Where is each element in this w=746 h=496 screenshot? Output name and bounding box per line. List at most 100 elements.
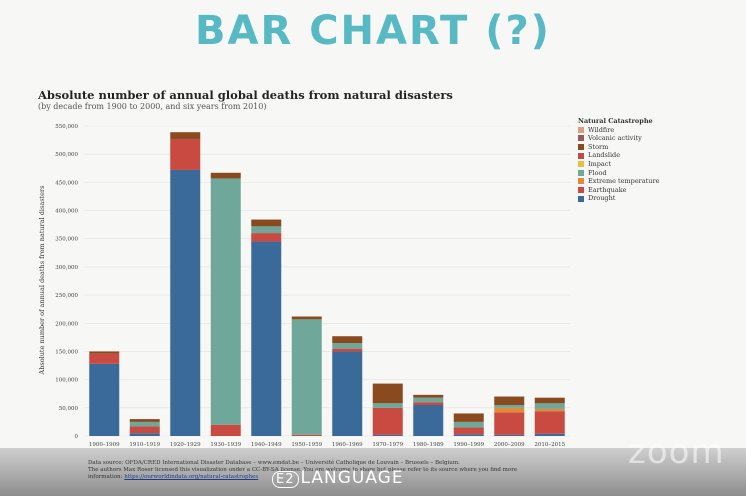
bar-segment bbox=[291, 316, 322, 320]
brand-logo: E2 LANGUAGE bbox=[272, 468, 404, 488]
bar-segment bbox=[170, 138, 201, 170]
bar-segment bbox=[332, 348, 363, 352]
y-tick-label: 0 bbox=[75, 434, 79, 440]
legend-swatch bbox=[578, 135, 584, 142]
bar-segment bbox=[372, 383, 403, 404]
legend-item: Landslide bbox=[578, 151, 659, 160]
chart-title: Absolute number of annual global deaths … bbox=[38, 88, 453, 102]
bar-segment bbox=[453, 421, 484, 428]
bar-segment bbox=[413, 402, 444, 405]
bar-segment bbox=[453, 427, 484, 435]
legend-label: Storm bbox=[588, 142, 609, 151]
bar-segment bbox=[251, 233, 282, 242]
legend-item: Impact bbox=[578, 160, 659, 169]
bar-segment bbox=[89, 351, 120, 354]
bar-segment bbox=[534, 411, 565, 434]
y-tick-label: 150,000 bbox=[55, 349, 78, 355]
x-tick-label: 1960–1969 bbox=[332, 442, 363, 448]
bar-segment bbox=[210, 178, 241, 425]
bar-segment bbox=[534, 403, 565, 409]
zoom-watermark: zoom bbox=[628, 432, 725, 472]
bar-segment bbox=[372, 434, 403, 436]
x-tick-label: 1940–1949 bbox=[251, 442, 282, 448]
x-tick-label: 2000–2009 bbox=[494, 442, 525, 448]
legend-item: Extreme temperature bbox=[578, 177, 659, 186]
x-tick-label: 1900–1909 bbox=[89, 442, 120, 448]
bar-segment bbox=[494, 396, 525, 405]
y-tick-label: 250,000 bbox=[55, 293, 78, 299]
legend-swatch bbox=[578, 126, 584, 133]
bar-segment bbox=[129, 426, 160, 434]
y-tick-label: 500,000 bbox=[55, 152, 78, 158]
bar-segment bbox=[129, 421, 160, 427]
legend-label: Earthquake bbox=[588, 185, 627, 194]
legend-label: Flood bbox=[588, 168, 607, 177]
footer-band bbox=[0, 448, 746, 496]
source-note: Data source: OFDA/CRED International Dis… bbox=[88, 460, 558, 481]
legend-swatch bbox=[578, 178, 584, 185]
legend-label: Extreme temperature bbox=[588, 177, 660, 186]
bar-segment bbox=[170, 169, 201, 437]
bar-segment bbox=[210, 172, 241, 179]
legend-swatch bbox=[578, 195, 584, 202]
source-text: Data source: OFDA/CRED International Dis… bbox=[88, 460, 460, 466]
legend-item: Earthquake bbox=[578, 186, 659, 195]
y-tick-label: 450,000 bbox=[55, 180, 78, 186]
bar-segment bbox=[170, 132, 201, 139]
bar-segment bbox=[372, 407, 403, 435]
slide-title: BAR CHART (?) bbox=[195, 8, 551, 54]
y-tick-label: 550,000 bbox=[55, 124, 78, 130]
legend-swatch bbox=[578, 169, 584, 176]
bar-segment bbox=[89, 363, 120, 436]
x-tick-label: 1970–1979 bbox=[372, 442, 403, 448]
bar-segment bbox=[210, 424, 241, 436]
y-tick-label: 50,000 bbox=[59, 406, 79, 412]
legend-label: Impact bbox=[588, 159, 612, 168]
legend-swatch bbox=[578, 161, 584, 168]
legend-label: Landslide bbox=[588, 151, 621, 160]
x-tick-label: 1930–1939 bbox=[210, 442, 241, 448]
y-tick-label: 400,000 bbox=[55, 209, 78, 215]
bar-segment bbox=[332, 351, 363, 436]
bar-segment bbox=[332, 343, 363, 349]
legend-swatch bbox=[578, 187, 584, 194]
legend-item: Wildfire bbox=[578, 126, 659, 135]
source-license: The authors Max Roser licensed this visu… bbox=[88, 467, 518, 473]
x-tick-label: 1950–1959 bbox=[291, 442, 322, 448]
bar-segment bbox=[89, 353, 120, 364]
bar-segment bbox=[413, 394, 444, 398]
source-link[interactable]: https://ourworldindata.org/natural-catas… bbox=[124, 474, 259, 480]
bar-segment bbox=[129, 419, 160, 422]
bar-segment bbox=[453, 413, 484, 422]
x-tick-label: 1980–1989 bbox=[413, 442, 444, 448]
bar-segment bbox=[291, 434, 322, 436]
bar-segment bbox=[534, 433, 565, 436]
brand-logo-text: LANGUAGE bbox=[300, 468, 404, 488]
bar-segment bbox=[494, 412, 525, 435]
bar-segment bbox=[494, 434, 525, 436]
y-axis-label: Absolute number of annual deaths from na… bbox=[38, 186, 46, 376]
bar-segment bbox=[291, 319, 322, 435]
x-tick-label: 1990–1999 bbox=[453, 442, 484, 448]
legend-label: Drought bbox=[588, 194, 616, 203]
legend: Natural Catastrophe Wildfire Volcanic act… bbox=[578, 117, 659, 203]
y-tick-label: 350,000 bbox=[55, 237, 78, 243]
bar-segment bbox=[453, 434, 484, 436]
legend-swatch bbox=[578, 152, 584, 159]
y-tick-label: 300,000 bbox=[55, 265, 78, 271]
bar-segment bbox=[494, 407, 525, 413]
x-tick-label: 1910–1919 bbox=[129, 442, 160, 448]
legend-item: Storm bbox=[578, 143, 659, 152]
y-tick-label: 100,000 bbox=[55, 378, 78, 384]
x-tick-label: 1920–1929 bbox=[170, 442, 201, 448]
bar-segment bbox=[251, 219, 282, 227]
legend-item: Flood bbox=[578, 169, 659, 178]
bar-segment bbox=[251, 241, 282, 436]
bar-segment bbox=[494, 405, 525, 408]
y-tick-label: 200,000 bbox=[55, 321, 78, 327]
bar-segment bbox=[413, 405, 444, 436]
bar-segment bbox=[332, 336, 363, 343]
bar-segment bbox=[413, 397, 444, 403]
legend-title: Natural Catastrophe bbox=[578, 117, 653, 125]
